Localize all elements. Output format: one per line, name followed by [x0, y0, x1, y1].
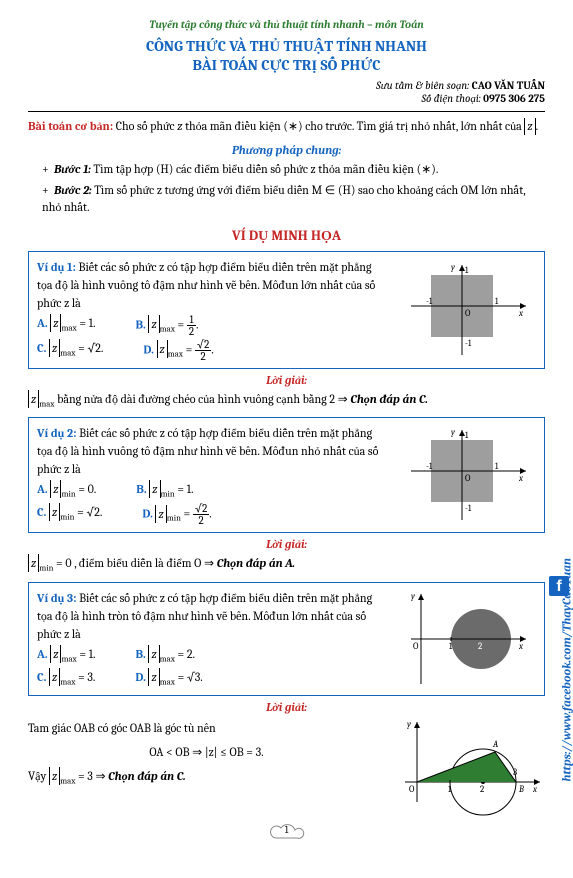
ex3-choice-a: A. zmax = 1.	[37, 645, 95, 666]
problem-text-a: Cho số phức	[113, 119, 177, 133]
ex3-choice-d: D. zmax = √3.	[135, 668, 202, 689]
triangle-graph: O A B 1 2 3 x y	[395, 717, 545, 807]
author-line: Sưu tầm & biên soạn: CAO VĂN TUẤN	[28, 79, 545, 92]
svg-text:A: A	[492, 740, 499, 750]
ex3-solution-row: Tam giác OAB có góc OAB là góc tù nên OA…	[28, 717, 545, 810]
ex3-solution-text: Tam giác OAB có góc OAB là góc tù nên OA…	[28, 717, 385, 810]
problem-zmod: z	[524, 118, 535, 135]
step-1: + Bước 1: Tìm tập hợp (H) các điểm biểu …	[42, 161, 545, 178]
phone-prefix: Số điện thoại:	[421, 92, 483, 105]
ex2-choice-d: D. zmin = √22.	[142, 503, 211, 526]
svg-text:-1: -1	[465, 504, 472, 514]
step-1-label: Bước 1:	[54, 162, 91, 176]
ex1-sol-title: Lời giải:	[28, 373, 545, 388]
ex2-choice-b: B. zmin = 1.	[136, 480, 193, 501]
example-1: Ví dụ 1: Biết các số phức z có tập hợp đ…	[28, 251, 545, 369]
page: Tuyển tập công thức và thủ thuật tính nh…	[0, 0, 573, 878]
svg-text:y: y	[407, 720, 411, 730]
svg-text:1: 1	[465, 431, 469, 441]
ex2-choice-c: C. zmin = √2.	[37, 503, 102, 526]
svg-text:2: 2	[480, 785, 484, 795]
example-2: Ví dụ 2: Biết các số phức z có tập hợp đ…	[28, 417, 545, 533]
ex3-title: Ví dụ 3:	[37, 591, 76, 605]
problem-text-b: thỏa mãn điều kiện (∗) cho trước. Tìm gi…	[182, 119, 524, 133]
ex3-sol-figure: O A B 1 2 3 x y	[395, 717, 545, 810]
svg-text:1: 1	[465, 266, 469, 276]
example-3: Ví dụ 3: Biết các số phức z có tập hợp đ…	[28, 582, 545, 697]
ex3-choices-row1: A. zmax = 1. B. zmax = 2.	[37, 645, 388, 666]
collection-title: Tuyển tập công thức và thủ thuật tính nh…	[28, 18, 545, 31]
facebook-icon: f	[549, 576, 569, 596]
ex2-solution: zmin = 0 , điểm biểu diễn là điểm O ⇒ Ch…	[28, 554, 545, 575]
step-2-label: Bước 2:	[54, 183, 92, 197]
ex1-title: Ví dụ 1:	[37, 260, 76, 274]
svg-text:3: 3	[513, 768, 517, 778]
author-name: CAO VĂN TUẤN	[472, 79, 545, 92]
phone-number: 0975 306 275	[483, 92, 545, 105]
ex1-choice-b: B. zmax = 12.	[135, 314, 198, 337]
svg-text:O: O	[465, 309, 471, 319]
svg-text:y: y	[451, 428, 455, 438]
problem-label: Bài toán cơ bản:	[28, 119, 113, 133]
svg-text:-1: -1	[465, 339, 472, 349]
svg-text:x: x	[532, 785, 538, 795]
step-2-text: Tìm số phức z tương ứng với điểm biểu di…	[42, 183, 525, 214]
ex3-choice-b: B. zmax = 2.	[135, 645, 195, 666]
ex3-sol-c-line: Vậy zmax = 3 ⇒ Chọn đáp án C.	[28, 767, 385, 788]
svg-text:B: B	[518, 785, 524, 795]
ex2-choice-a: A. zmin = 0.	[37, 480, 96, 501]
svg-text:O: O	[413, 642, 419, 652]
ex2-sol-title: Lời giải:	[28, 537, 545, 552]
example-2-body: Ví dụ 2: Biết các số phức z có tập hợp đ…	[37, 424, 388, 526]
ex3-sol-b: OA < OB ⇒ |z| ≤ OB = 3.	[28, 743, 385, 761]
ex3-sol-a: Tam giác OAB có góc OAB là góc tù nên	[28, 719, 385, 737]
divider	[28, 111, 545, 112]
page-number: 1	[28, 824, 545, 836]
ex3-figure: O 1 2 x y	[396, 589, 536, 690]
base-problem: Bài toán cơ bản: Cho số phức z thỏa mãn …	[28, 118, 545, 135]
ex2-figure: -1 1 1 -1 O x y	[396, 424, 536, 526]
ex1-figure: -1 1 1 -1 O x y	[396, 258, 536, 362]
examples-title: VÍ DỤ MINH HỌA	[28, 227, 545, 245]
ex2-text: Biết các số phức z có tập hợp điểm biểu …	[37, 426, 378, 476]
phone-line: Số điện thoại: 0975 306 275	[28, 92, 545, 105]
svg-text:2: 2	[478, 642, 482, 652]
side-strip: https://www.facebook.com/ThayCaoTuan	[549, 230, 569, 590]
svg-text:O: O	[465, 474, 471, 484]
ex1-choices-row1: A. zmax = 1. B. zmax = 12.	[37, 314, 388, 337]
problem-text-c: .	[536, 119, 538, 133]
square-graph-2: -1 1 1 -1 O x y	[401, 425, 531, 525]
circle-graph: O 1 2 x y	[401, 589, 531, 689]
main-title-1: CÔNG THỨC VÀ THỦ THUẬT TÍNH NHANH	[28, 37, 545, 56]
ex3-choice-c: C. zmax = 3.	[37, 668, 95, 689]
step-1-text: Tìm tập hợp (H) các điểm biểu diễn số ph…	[91, 162, 439, 176]
ex3-choices-row2: C. zmax = 3. D. zmax = √3.	[37, 668, 388, 689]
method-title: Phương pháp chung:	[28, 143, 545, 158]
step-2: + Bước 2: Tìm số phức z tương ứng với đi…	[42, 182, 545, 217]
ex3-sol-title: Lời giải:	[28, 700, 545, 715]
svg-text:O: O	[409, 785, 415, 795]
ex1-choice-a: A. zmax = 1.	[37, 314, 95, 337]
ex1-choice-d: D. zmax = √22.	[143, 339, 213, 362]
svg-text:y: y	[451, 263, 455, 273]
ex2-title: Ví dụ 2:	[37, 426, 76, 440]
main-title-2: BÀI TOÁN CỰC TRỊ SỐ PHỨC	[28, 56, 545, 75]
svg-text:-1: -1	[426, 462, 433, 472]
svg-text:x: x	[518, 642, 524, 652]
ex2-choices-row2: C. zmin = √2. D. zmin = √22.	[37, 503, 388, 526]
example-1-body: Ví dụ 1: Biết các số phức z có tập hợp đ…	[37, 258, 388, 362]
svg-text:-1: -1	[426, 297, 433, 307]
ex1-choice-c: C. zmax = √2.	[37, 339, 103, 362]
ex1-solution: zmax bằng nửa độ dài đường chéo của hình…	[28, 390, 545, 411]
example-3-body: Ví dụ 3: Biết các số phức z có tập hợp đ…	[37, 589, 388, 690]
ex3-text: Biết các số phức z có tập hợp điểm biểu …	[37, 591, 372, 641]
ex2-choices-row1: A. zmin = 0. B. zmin = 1.	[37, 480, 388, 501]
svg-text:x: x	[518, 309, 524, 319]
square-graph-1: -1 1 1 -1 O x y	[401, 260, 531, 360]
author-prefix: Sưu tầm & biên soạn:	[376, 79, 472, 92]
ex1-choices-row2: C. zmax = √2. D. zmax = √22.	[37, 339, 388, 362]
svg-text:x: x	[518, 474, 524, 484]
svg-text:y: y	[411, 592, 415, 602]
ex1-text: Biết các số phức z có tập hợp điểm biểu …	[37, 260, 375, 310]
